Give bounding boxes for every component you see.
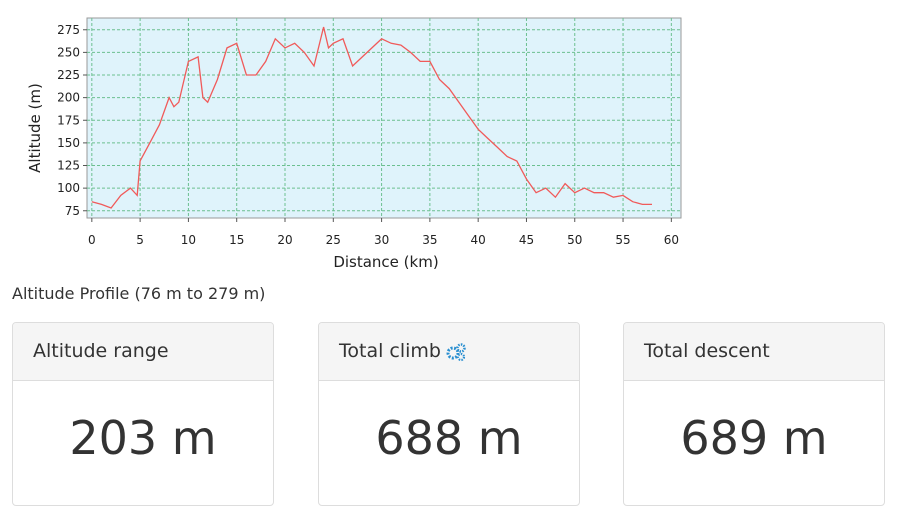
x-tick-label: 30 [374, 233, 389, 247]
x-tick-label: 60 [664, 233, 679, 247]
card-title: Total climb [319, 323, 579, 381]
chart: Distance (km) Altitude (m) 7510012515017… [26, 17, 682, 271]
altitude-line [91, 26, 652, 209]
x-tick-label: 45 [519, 233, 534, 247]
y-tick-label: 100 [57, 181, 80, 195]
y-tick-label: 225 [57, 68, 80, 82]
x-tick-label: 25 [326, 233, 341, 247]
card-value: 203 m [69, 411, 217, 465]
y-tick-label: 75 [65, 204, 80, 218]
card: Total descent 689 m [623, 322, 885, 506]
x-tick-label: 0 [88, 233, 96, 247]
y-tick-label: 175 [57, 113, 80, 127]
x-tick-label: 50 [567, 233, 582, 247]
plot-background [86, 17, 682, 219]
card: Altitude range 203 m [12, 322, 274, 506]
card-title-text: Altitude range [33, 340, 169, 362]
x-tick-label: 20 [277, 233, 292, 247]
caption: Altitude Profile (76 m to 279 m) [12, 284, 266, 303]
y-tick-label: 250 [57, 45, 80, 59]
x-tick-label: 35 [422, 233, 437, 247]
card-title: Altitude range [13, 323, 273, 381]
card-title-text: Total climb [339, 340, 441, 362]
x-tick-label: 10 [181, 233, 196, 247]
card-title-text: Total descent [644, 340, 770, 362]
card-value: 688 m [375, 411, 523, 465]
y-axis-label: Altitude (m) [26, 83, 44, 173]
card-value: 689 m [680, 411, 828, 465]
card-title: Total descent [624, 323, 884, 381]
x-tick-label: 55 [615, 233, 630, 247]
y-tick-label: 200 [57, 91, 80, 105]
y-tick-label: 275 [57, 23, 80, 37]
gear-icon[interactable] [445, 342, 467, 362]
x-tick-label: 40 [471, 233, 486, 247]
card: Total climb 688 m [318, 322, 580, 506]
y-tick-label: 125 [57, 159, 80, 173]
x-tick-label: 15 [229, 233, 244, 247]
x-tick-label: 5 [136, 233, 144, 247]
x-axis-label: Distance (km) [333, 253, 438, 271]
y-tick-label: 150 [57, 136, 80, 150]
